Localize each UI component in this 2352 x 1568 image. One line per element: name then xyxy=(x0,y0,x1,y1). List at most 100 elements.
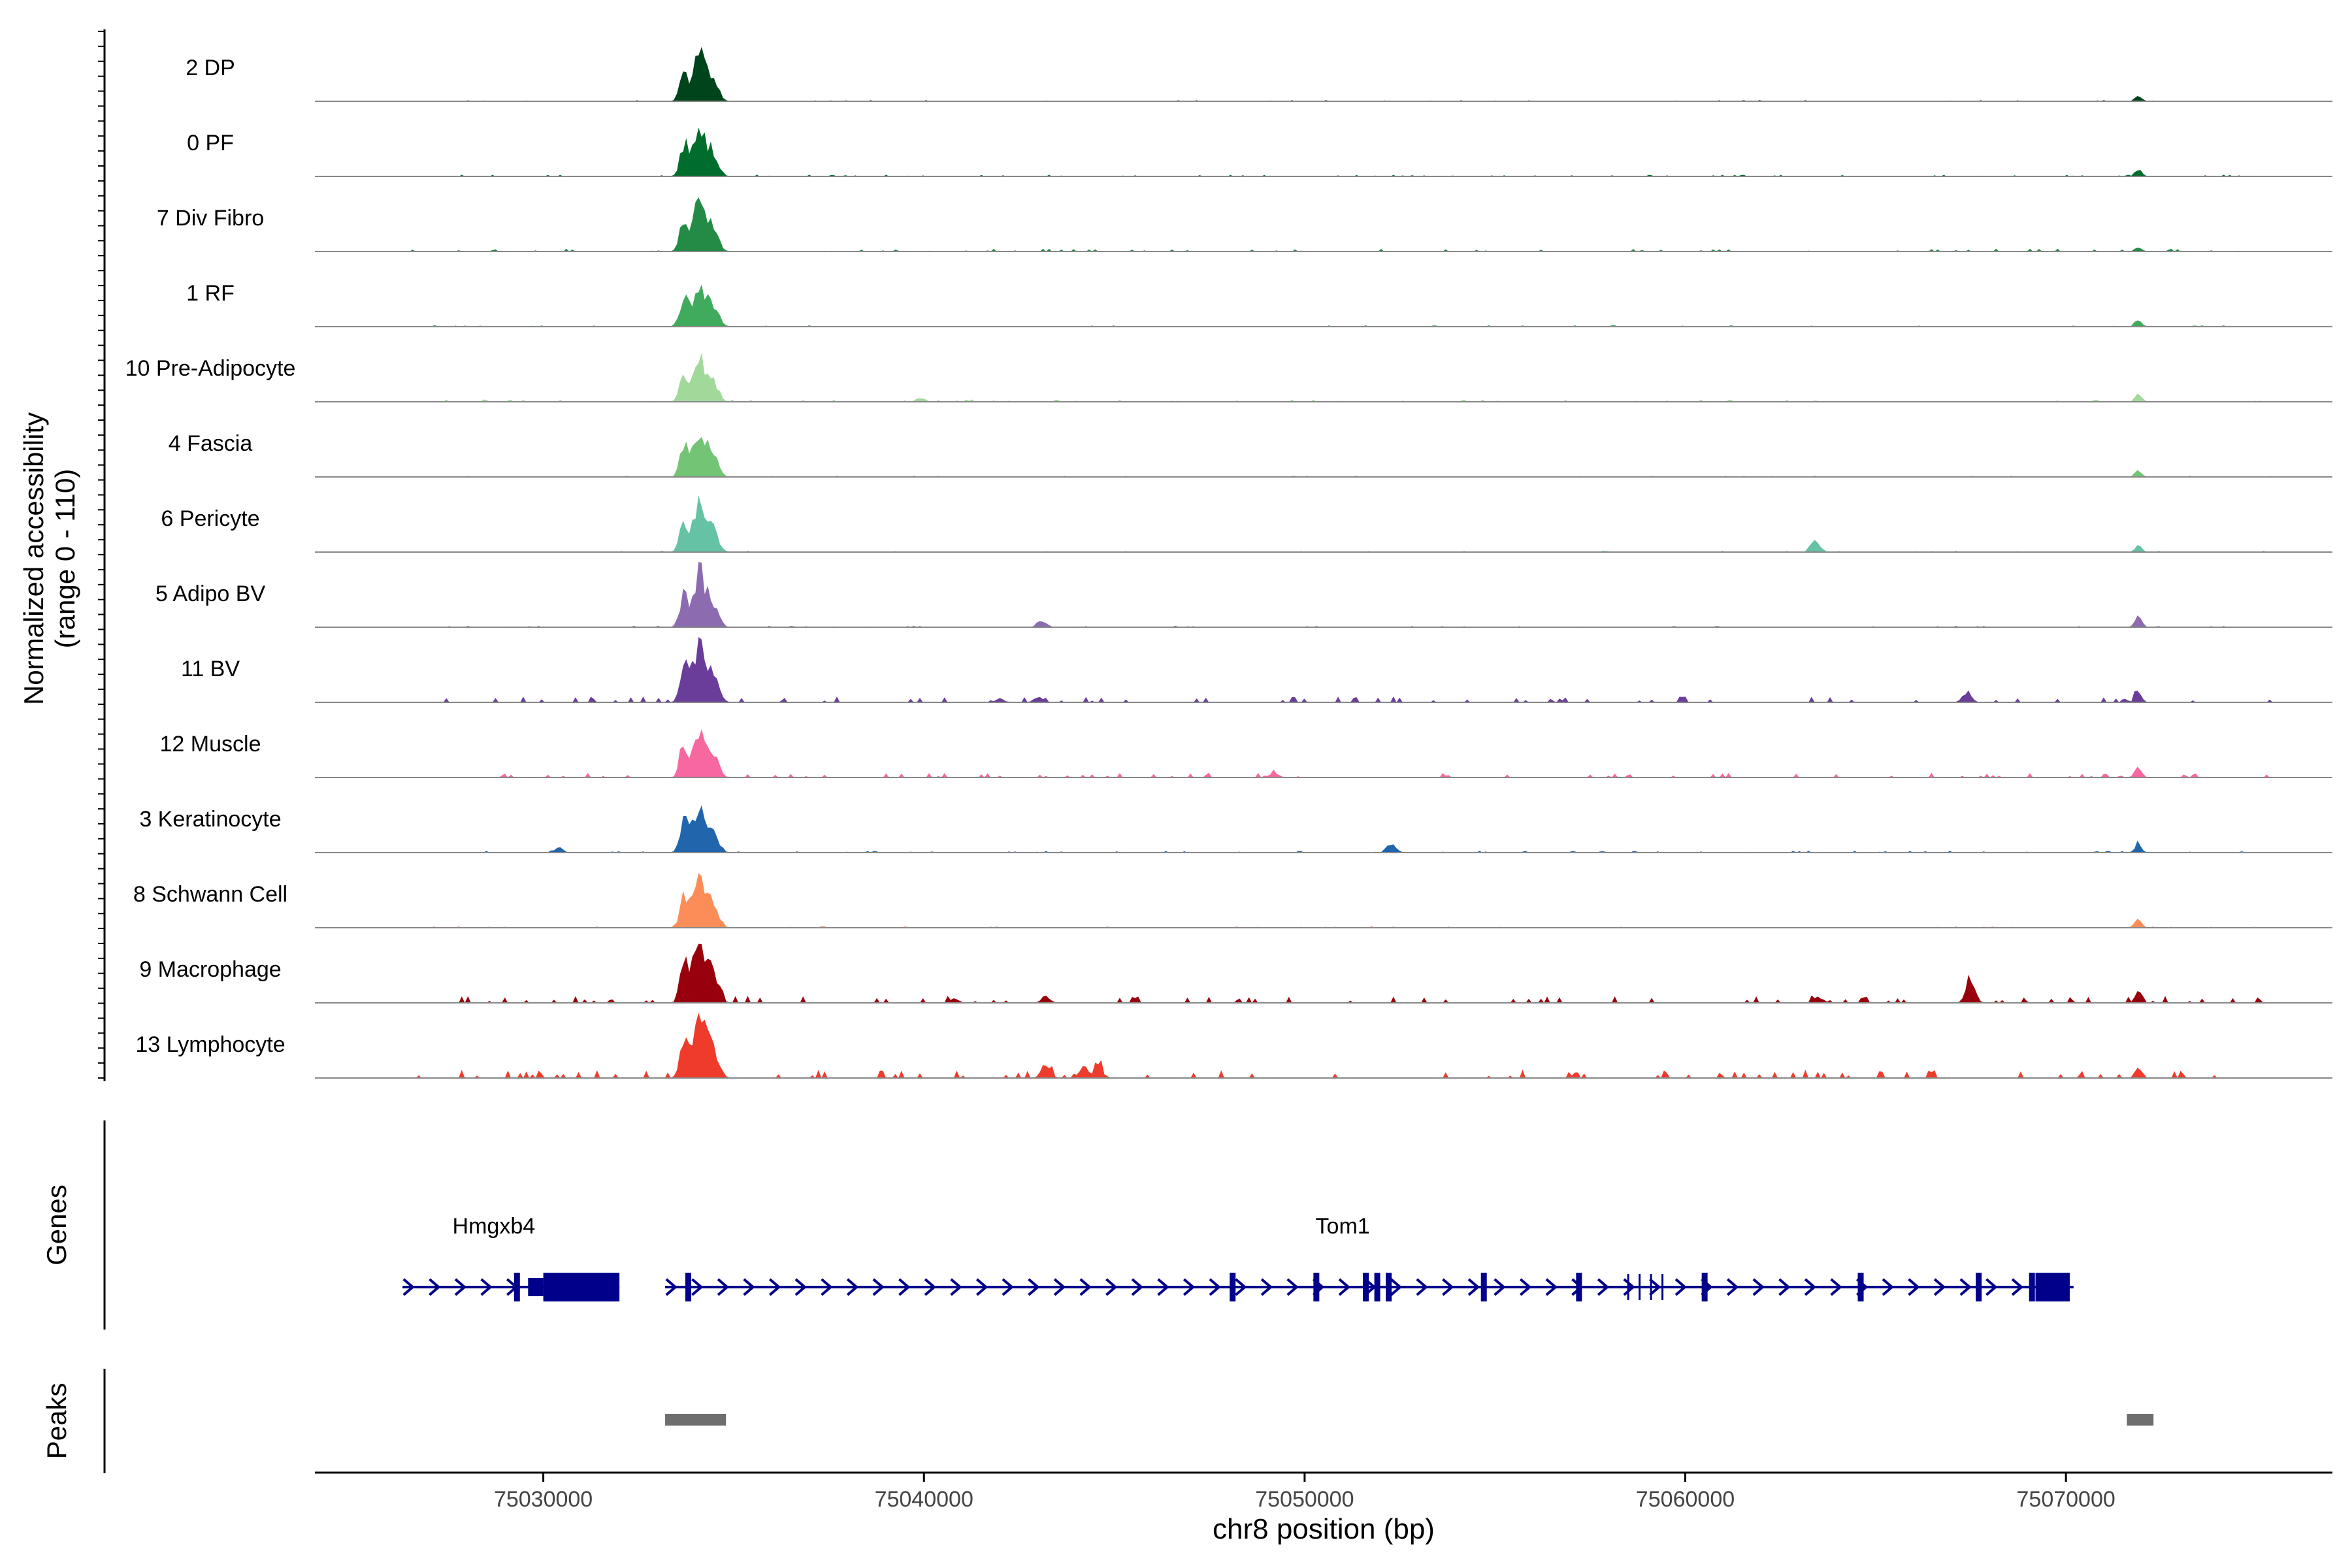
track-label: 8 Schwann Cell xyxy=(133,882,287,907)
track-12-muscle: 12 Muscle xyxy=(160,729,2332,778)
track-signal-area xyxy=(391,46,2295,101)
strand-chevron xyxy=(768,1278,781,1296)
track-signal-area xyxy=(391,1013,2295,1078)
strand-chevron xyxy=(1157,1278,1169,1296)
strand-chevron xyxy=(2011,1278,2024,1296)
strand-chevron xyxy=(402,1278,415,1296)
strand-chevron xyxy=(1519,1278,1532,1296)
strand-chevron xyxy=(1830,1278,1842,1296)
gene-annotation-track: Hmgxb4 Tom1 xyxy=(402,1214,2074,1301)
gene-label: Tom1 xyxy=(1316,1214,1370,1239)
strand-chevron xyxy=(1260,1278,1273,1296)
track-signal-area xyxy=(391,943,2295,1003)
strand-chevron xyxy=(480,1278,493,1296)
track-6-pericyte: 6 Pericyte xyxy=(161,495,2332,553)
track-11-bv: 11 BV xyxy=(181,637,2332,703)
x-tick-label: 75050000 xyxy=(1255,1487,1354,1512)
accessibility-y-axis xyxy=(98,29,106,1081)
track-signal-area xyxy=(391,495,2295,552)
track-9-macrophage: 9 Macrophage xyxy=(139,943,2332,1004)
x-tick-label: 75030000 xyxy=(494,1487,593,1512)
x-tick-label: 75070000 xyxy=(2017,1487,2115,1512)
strand-chevron xyxy=(794,1278,807,1296)
track-label: 12 Muscle xyxy=(160,732,261,757)
track-label: 13 Lymphocyte xyxy=(135,1032,285,1057)
gene-hmgxb4 xyxy=(402,1273,620,1301)
strand-chevron xyxy=(1545,1278,1558,1296)
peak-track xyxy=(665,1414,2154,1426)
track-signal-area xyxy=(391,352,2295,402)
track-signal-area xyxy=(391,284,2295,327)
x-tick-label: 75040000 xyxy=(875,1487,973,1512)
track-signal-area xyxy=(391,637,2295,702)
strand-chevron xyxy=(429,1278,441,1296)
track-signal-area xyxy=(391,127,2295,176)
strand-chevron xyxy=(1804,1278,1817,1296)
accessibility-tracks: 2 DP 0 PF 7 Div Fibro 1 RF 10 Pre-Adipocyte 4… xyxy=(125,46,2332,1079)
y-axis-label-line2: (range 0 - 110) xyxy=(50,469,80,649)
strand-chevron xyxy=(1882,1278,1894,1296)
track-signal-area xyxy=(391,805,2295,853)
strand-chevron xyxy=(950,1278,962,1296)
track-label: 11 BV xyxy=(181,657,240,681)
track-3-keratinocyte: 3 Keratinocyte xyxy=(139,805,2332,853)
track-1-rf: 1 RF xyxy=(186,281,2332,327)
track-label: 2 DP xyxy=(186,56,235,80)
track-label: 9 Macrophage xyxy=(139,957,281,982)
track-label: 5 Adipo BV xyxy=(155,581,266,606)
track-13-lymphocyte: 13 Lymphocyte xyxy=(135,1013,2332,1079)
strand-chevron xyxy=(898,1278,911,1296)
strand-chevron xyxy=(1442,1278,1454,1296)
strand-chevron xyxy=(924,1278,937,1296)
y-axis-label-line1: Normalized accessibility xyxy=(18,412,49,705)
strand-chevron xyxy=(872,1278,885,1296)
track-signal-area xyxy=(391,729,2295,777)
strand-chevron xyxy=(1778,1278,1791,1296)
x-axis-ticks: 75030000 75040000 75050000 75060000 75070000 xyxy=(494,1473,2115,1512)
exon xyxy=(1313,1273,1320,1301)
x-tick-label: 75060000 xyxy=(1636,1487,1735,1512)
x-axis-title: chr8 position (bp) xyxy=(1213,1513,1435,1545)
exon xyxy=(1363,1273,1369,1301)
track-label: 7 Div Fibro xyxy=(157,206,264,231)
strand-chevron xyxy=(975,1278,988,1296)
strand-chevron xyxy=(1286,1278,1299,1296)
strand-chevron xyxy=(1338,1278,1350,1296)
exon xyxy=(1576,1273,1582,1301)
exon xyxy=(685,1273,691,1301)
track-signal-area xyxy=(391,197,2295,252)
exon xyxy=(1857,1273,1864,1301)
strand-chevron xyxy=(1494,1278,1506,1296)
strand-chevron xyxy=(665,1278,678,1296)
peak-region xyxy=(665,1414,727,1426)
exon xyxy=(1480,1273,1487,1301)
exon xyxy=(1374,1273,1380,1301)
strand-chevron xyxy=(1908,1278,1920,1296)
strand-chevron xyxy=(1079,1278,1092,1296)
track-signal-area xyxy=(391,562,2295,627)
strand-chevron xyxy=(743,1278,755,1296)
exon xyxy=(1386,1273,1392,1301)
strand-chevron xyxy=(1933,1278,1946,1296)
strand-chevron xyxy=(1416,1278,1428,1296)
strand-chevron xyxy=(1183,1278,1196,1296)
genes-panel-label: Genes xyxy=(41,1184,72,1266)
strand-chevron xyxy=(1390,1278,1403,1296)
track-0-pf: 0 PF xyxy=(187,127,2332,177)
exon xyxy=(1701,1273,1708,1301)
strand-chevron xyxy=(1131,1278,1143,1296)
track-label: 10 Pre-Adipocyte xyxy=(125,356,296,381)
track-label: 0 PF xyxy=(187,131,234,155)
exon xyxy=(2029,1273,2035,1301)
strand-chevron xyxy=(1002,1278,1014,1296)
strand-chevron xyxy=(821,1278,833,1296)
strand-chevron xyxy=(1674,1278,1688,1296)
strand-chevron xyxy=(1623,1278,1635,1296)
strand-chevron xyxy=(1028,1278,1040,1296)
strand-chevron xyxy=(1959,1278,1972,1296)
track-4-fascia: 4 Fascia xyxy=(169,431,2332,478)
gene-coding-block xyxy=(2035,1273,2070,1301)
track-label: 6 Pericyte xyxy=(161,506,259,531)
track-signal-area xyxy=(391,436,2295,477)
